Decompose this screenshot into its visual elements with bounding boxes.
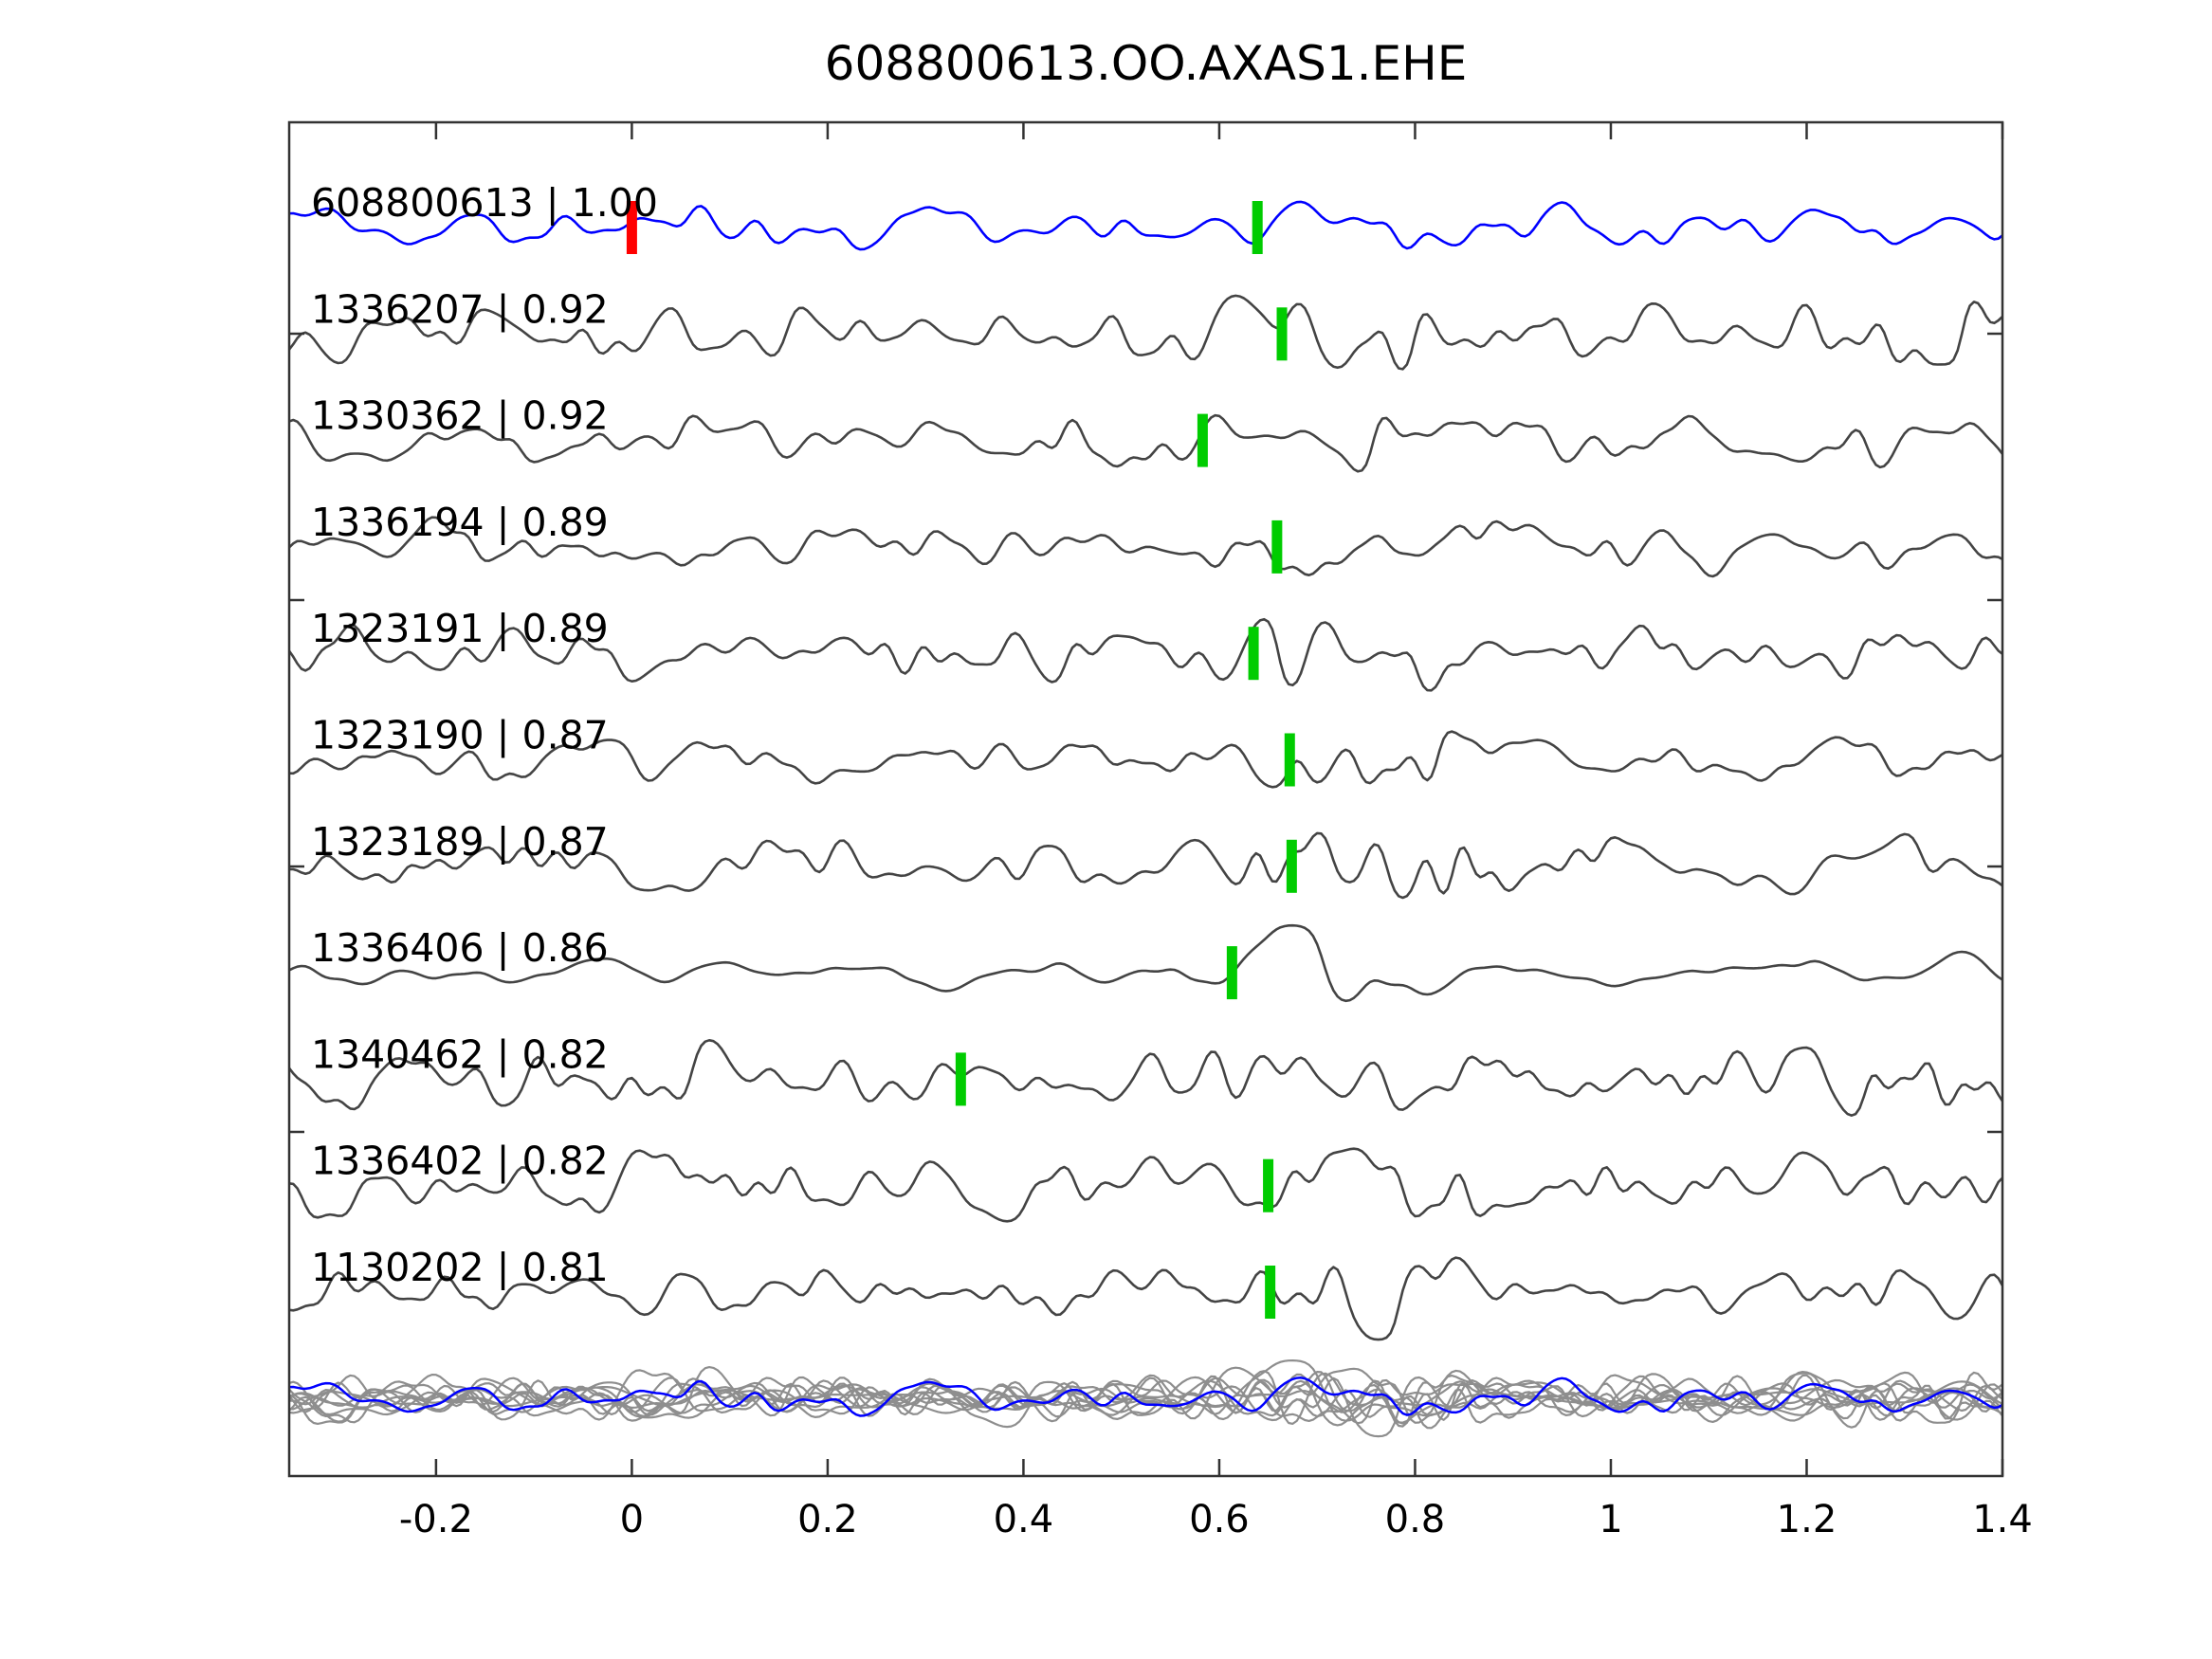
pick-marker-green — [1284, 733, 1295, 787]
pick-marker-green — [1197, 413, 1208, 467]
pick-marker-green — [1226, 946, 1237, 1000]
trace-waveform-1336402 — [289, 1147, 2002, 1223]
trace-label-608800613: 608800613 | 1.00 — [311, 180, 658, 226]
pick-marker-green — [1248, 627, 1259, 681]
trace-waveform-608800613 — [289, 200, 2002, 251]
x-tick-label: 0.6 — [1189, 1498, 1250, 1541]
overlay-trace — [289, 1370, 2002, 1425]
pick-marker-green — [1286, 839, 1297, 893]
x-tick-label: 0.2 — [797, 1498, 858, 1541]
overlay-trace — [289, 1367, 2002, 1429]
figure-title: 608800613.OO.AXAS1.EHE — [824, 36, 1468, 91]
trace-waveform-1340462 — [289, 1039, 2002, 1117]
trace-waveform-1330362 — [289, 413, 2002, 473]
trace-waveform-1323191 — [289, 617, 2002, 692]
x-tick-label: 1 — [1599, 1498, 1622, 1541]
overlay-trace — [289, 1369, 2002, 1438]
pick-marker-green — [1265, 1266, 1276, 1319]
overlay-row — [289, 1358, 2002, 1438]
trace-waveform-1336406 — [289, 923, 2002, 1003]
trace-label-1336194: 1336194 | 0.89 — [311, 500, 609, 545]
overlay-template-trace — [289, 1376, 2002, 1417]
trace-waveform-1336207 — [289, 294, 2002, 371]
overlay-trace — [289, 1373, 2002, 1424]
pick-marker-green — [1271, 520, 1283, 574]
overlay-trace — [289, 1365, 2002, 1429]
pick-marker-green — [1263, 1158, 1274, 1212]
trace-waveform-1323189 — [289, 831, 2002, 900]
x-tick-label: 0.4 — [994, 1498, 1054, 1541]
trace-label-1336207: 1336207 | 0.92 — [311, 286, 609, 332]
x-tick-label: 0 — [620, 1498, 644, 1541]
pick-marker-green — [1252, 201, 1263, 254]
x-tick-label: -0.2 — [399, 1498, 473, 1541]
trace-label-1323191: 1323191 | 0.89 — [311, 606, 609, 651]
trace-label-1336406: 1336406 | 0.86 — [311, 925, 609, 971]
pick-marker-green — [955, 1052, 966, 1106]
trace-waveform-1323190 — [289, 730, 2002, 789]
trace-label-1130202: 1130202 | 0.81 — [311, 1245, 609, 1290]
trace-waveform-1130202 — [289, 1256, 2002, 1341]
axes-box — [287, 120, 2004, 1478]
plot-area — [289, 200, 2002, 1438]
trace-label-1336402: 1336402 | 0.82 — [311, 1139, 609, 1184]
trace-label-1323190: 1323190 | 0.87 — [311, 713, 609, 758]
trace-label-1330362: 1330362 | 0.92 — [311, 393, 609, 439]
x-tick-label: 0.8 — [1385, 1498, 1446, 1541]
pick-marker-red — [626, 201, 637, 254]
trace-label-1340462: 1340462 | 0.82 — [311, 1031, 609, 1077]
x-tick-label: 1.4 — [1972, 1498, 2033, 1541]
x-tick-label: 1.2 — [1777, 1498, 1837, 1541]
trace-label-1323189: 1323189 | 0.87 — [311, 819, 609, 865]
trace-waveform-1336194 — [289, 516, 2002, 578]
pick-marker-green — [1276, 307, 1288, 361]
